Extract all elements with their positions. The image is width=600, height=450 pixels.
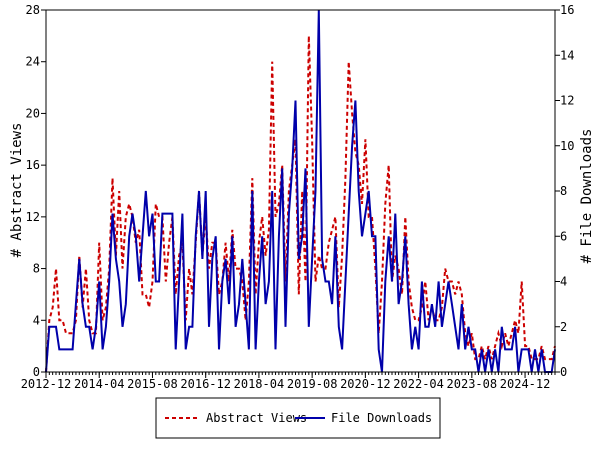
y-right-tick-label: 2: [560, 320, 567, 334]
x-tick-label: 2022-04: [393, 377, 444, 391]
x-tick-label: 2014-04: [74, 377, 125, 391]
x-tick-label: 2024-12: [500, 377, 551, 391]
y-right-tick-label: 16: [560, 3, 574, 17]
y-left-tick-label: 20: [26, 106, 40, 120]
y-right-tick-label: 0: [560, 365, 567, 379]
y-right-tick-label: 8: [560, 184, 567, 198]
y-right-tick-label: 12: [560, 94, 574, 108]
y-left-tick-label: 12: [26, 210, 40, 224]
y-left-tick-label: 8: [33, 262, 40, 276]
x-tick-label: 2012-12: [21, 377, 72, 391]
y-left-tick-label: 28: [26, 3, 40, 17]
y-right-tick-label: 4: [560, 275, 567, 289]
legend-label-file-downloads: File Downloads: [331, 411, 432, 425]
x-tick-label: 2020-12: [340, 377, 391, 391]
x-tick-label: 2019-08: [287, 377, 338, 391]
y-left-tick-label: 4: [33, 313, 40, 327]
y-left-tick-label: 24: [26, 55, 40, 69]
legend: Abstract Views File Downloads: [155, 397, 441, 439]
y-right-tick-label: 14: [560, 48, 574, 62]
y-left-tick-label: 16: [26, 158, 40, 172]
x-tick-label: 2023-08: [447, 377, 498, 391]
y-axis-left-title: # Abstract Views: [9, 123, 25, 258]
y-right-tick-label: 10: [560, 139, 574, 153]
series-line-file-downloads: [45, 9, 556, 373]
x-tick-label: 2015-08: [127, 377, 178, 391]
y-right-tick-label: 6: [560, 229, 567, 243]
x-tick-label: 2018-04: [234, 377, 285, 391]
y-left-tick-label: 0: [33, 365, 40, 379]
y-axis-right-title: # File Downloads: [579, 129, 595, 264]
legend-label-abstract-views: Abstract Views: [206, 411, 307, 425]
x-tick-label: 2016-12: [180, 377, 231, 391]
plot-area: [45, 9, 556, 373]
